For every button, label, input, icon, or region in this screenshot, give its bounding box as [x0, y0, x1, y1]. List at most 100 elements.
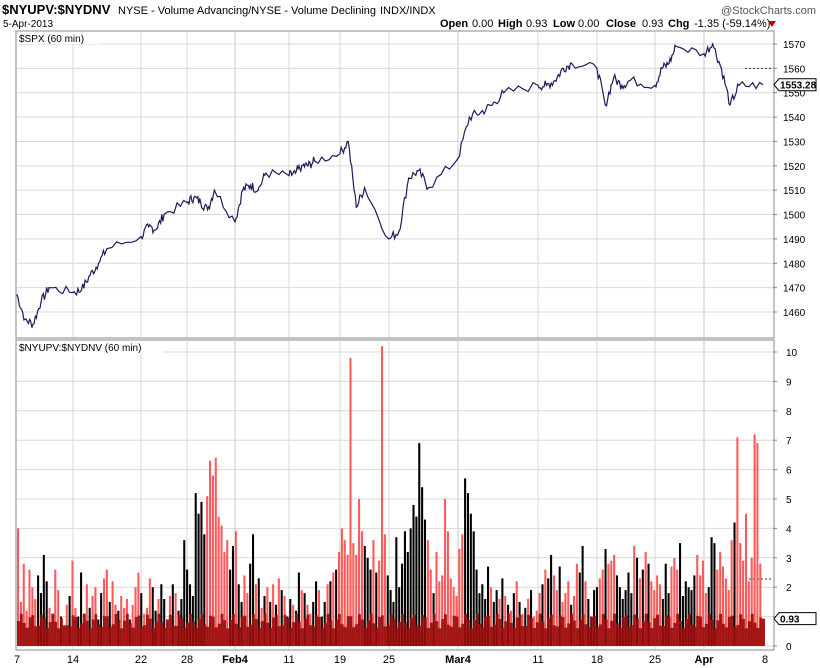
volume-bar	[641, 569, 644, 646]
volume-bar	[337, 551, 341, 646]
price-point	[313, 160, 316, 162]
chart-description: NYSE - Volume Advancing/NYSE - Volume De…	[118, 5, 376, 17]
volume-bar	[71, 560, 74, 646]
volume-bar	[446, 531, 449, 646]
volume-bar	[246, 593, 249, 646]
volume-bar	[690, 590, 693, 646]
price-point	[554, 79, 556, 82]
price-point	[468, 116, 470, 118]
x-tick-label: Feb4	[222, 654, 249, 666]
volume-bar	[254, 584, 257, 646]
volume-bar	[733, 522, 736, 646]
chart-exchange: INDX/INDX	[380, 5, 436, 17]
volume-bar	[492, 601, 495, 646]
volume-bar	[736, 437, 739, 646]
price-point	[388, 238, 390, 240]
open-label: Open	[440, 18, 468, 30]
y-tick-label: 6	[786, 466, 792, 477]
volume-bar	[730, 540, 733, 646]
volume-bar	[444, 499, 447, 646]
volume-bar	[211, 475, 214, 646]
price-point	[249, 184, 251, 186]
x-tick-label: 11	[283, 654, 294, 666]
volume-bar	[613, 554, 616, 646]
volume-bar	[595, 587, 598, 646]
volume-bar	[375, 572, 378, 646]
volume-bar	[80, 572, 83, 646]
price-point	[347, 140, 349, 143]
volume-bar	[607, 563, 610, 646]
volume-bar	[421, 487, 424, 646]
volume-bar	[85, 584, 88, 646]
volume-bar	[312, 601, 315, 646]
price-point	[654, 84, 656, 86]
volume-bar	[383, 534, 386, 646]
volume-bar	[418, 443, 421, 646]
price-point	[80, 289, 83, 291]
price-point	[668, 62, 670, 65]
volume-bar	[742, 560, 745, 646]
volume-last-value: 0.93	[780, 615, 800, 626]
volume-bar	[701, 560, 705, 646]
volume-bar	[363, 546, 366, 646]
volume-bar	[647, 563, 650, 646]
volume-bar	[610, 560, 613, 646]
y-tick-label: 1540	[783, 113, 806, 124]
price-point	[398, 231, 400, 233]
volume-bar	[716, 569, 719, 646]
y-tick-label: 1500	[783, 211, 806, 222]
volume-bar	[458, 549, 461, 646]
volume-bar	[277, 578, 280, 646]
volume-bar	[409, 528, 412, 646]
volume-bar	[68, 596, 71, 646]
volume-bar	[120, 596, 123, 646]
price-point	[213, 189, 215, 191]
volume-bar	[710, 537, 713, 646]
price-point	[480, 111, 482, 113]
x-tick-label: 25	[649, 654, 661, 666]
price-point	[408, 177, 410, 179]
price-point	[257, 189, 259, 191]
volume-bar	[223, 551, 226, 646]
volume-bar	[272, 584, 275, 646]
volume-bar	[343, 540, 346, 646]
price-panel-frame	[15, 30, 775, 339]
price-point	[72, 291, 74, 294]
y-tick-label: 1490	[783, 235, 806, 246]
y-tick-label: 4	[786, 524, 792, 535]
volume-bar	[54, 569, 57, 646]
volume-bar	[401, 563, 404, 646]
volume-bar	[406, 551, 409, 646]
price-last-value: 1553.28	[780, 81, 817, 92]
volume-bar	[171, 584, 174, 646]
volume-bar	[183, 540, 186, 646]
volume-bar	[472, 531, 475, 646]
volume-bar	[372, 540, 375, 646]
volume-bar	[209, 460, 212, 646]
volume-bar	[148, 578, 151, 646]
volume-bar	[541, 584, 544, 646]
price-gridlines	[17, 32, 773, 337]
volume-panel-frame	[15, 339, 775, 651]
y-tick-label: 1570	[783, 40, 806, 51]
price-point	[491, 104, 493, 106]
price-title-bg	[17, 32, 99, 44]
volume-bar	[656, 575, 659, 646]
volume-bar	[369, 569, 372, 646]
volume-bar	[544, 569, 547, 646]
volume-bar	[684, 581, 687, 646]
volume-bar	[759, 563, 762, 646]
volume-bar	[555, 590, 558, 646]
volume-bar	[395, 537, 398, 646]
volume-bar	[37, 575, 40, 646]
volume-bar	[206, 496, 209, 646]
volume-bar	[163, 599, 166, 646]
y-tick-label: 1460	[783, 308, 806, 319]
x-axis: 7 14 22 28 Feb4 11 19 25 Mar4 11 18 25 Apr 8	[14, 654, 768, 666]
price-point	[613, 77, 615, 79]
volume-bar	[349, 357, 352, 646]
volume-bar	[744, 513, 748, 646]
volume-bar	[567, 581, 570, 646]
volume-bar	[615, 575, 619, 646]
